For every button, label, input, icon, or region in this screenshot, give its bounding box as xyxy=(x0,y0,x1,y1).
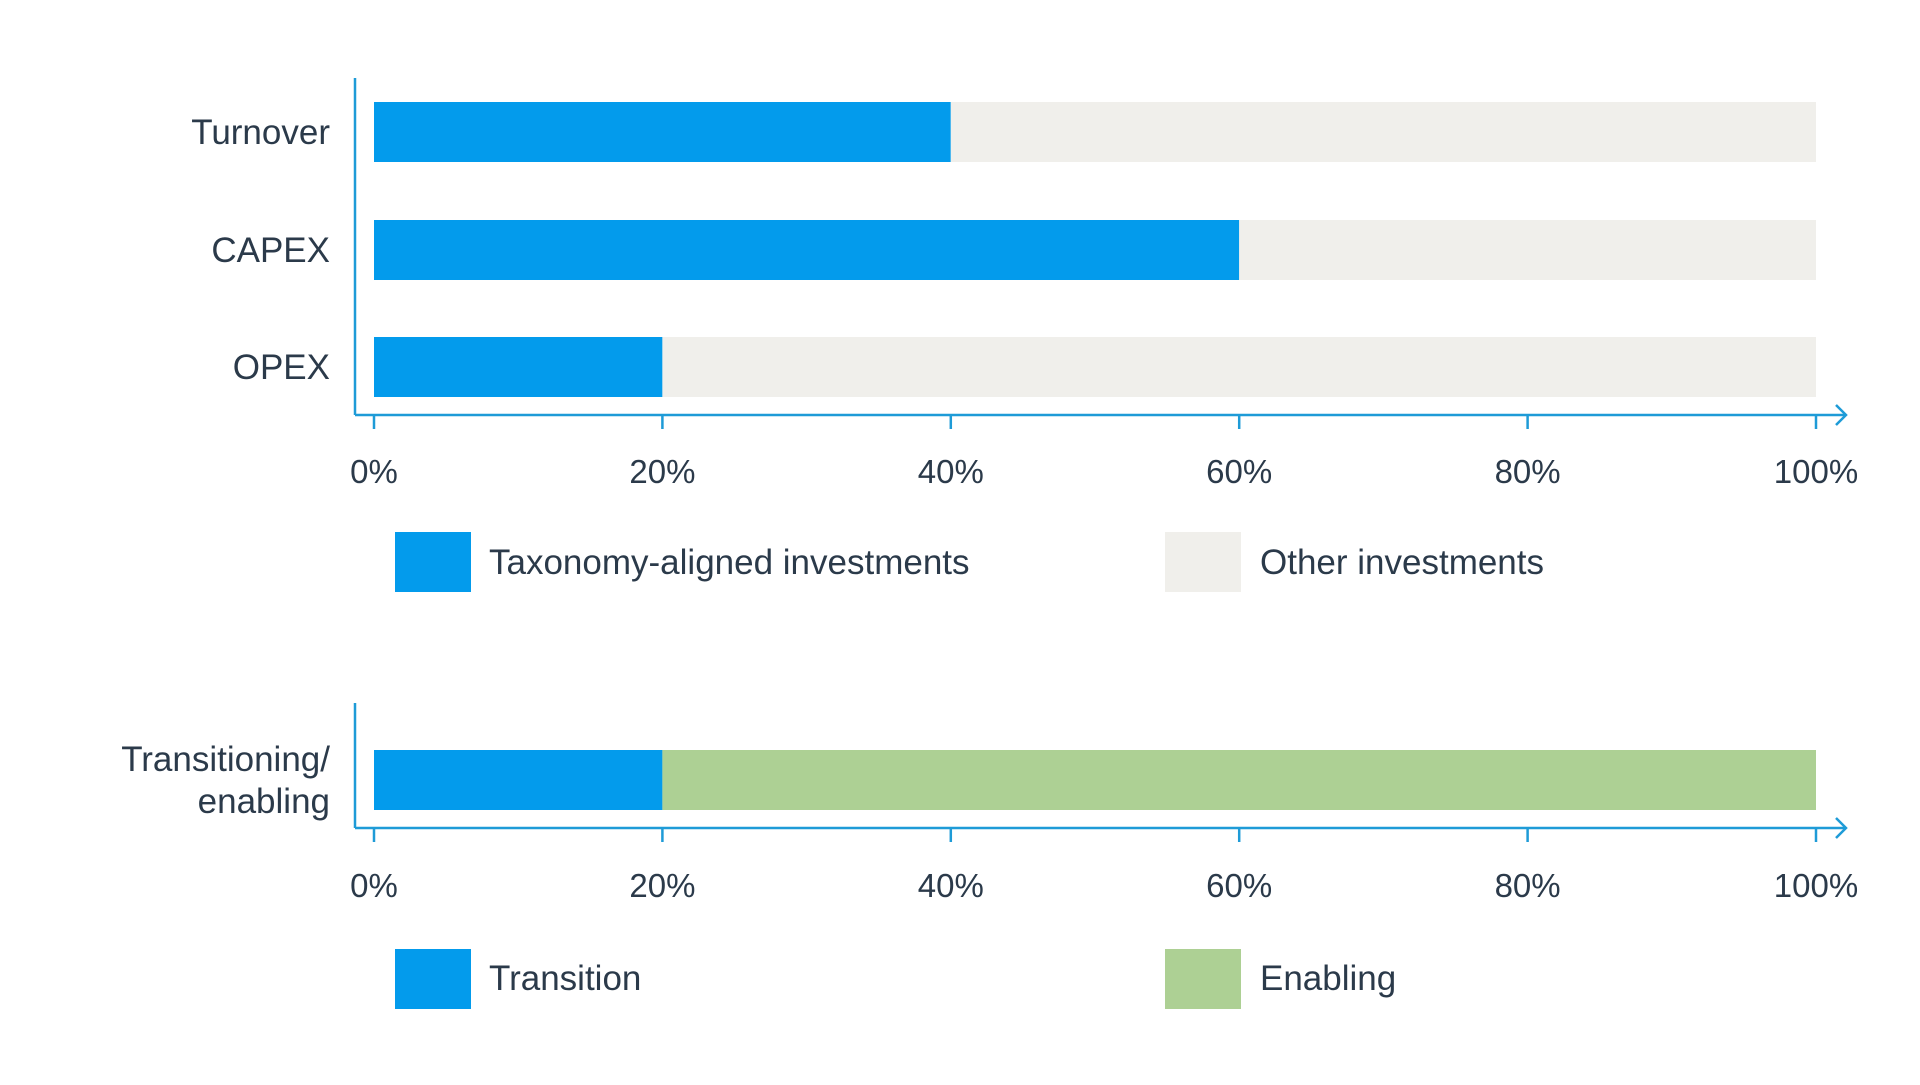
x-tick-label: 100% xyxy=(1774,453,1858,490)
legend-label: Enabling xyxy=(1260,959,1396,998)
x-tick-label: 60% xyxy=(1206,453,1272,490)
x-tick-label: 20% xyxy=(629,453,695,490)
category-label: Turnover xyxy=(191,113,330,152)
x-tick-label: 0% xyxy=(350,453,398,490)
x-axis-arrow xyxy=(1835,817,1848,839)
category-label: CAPEX xyxy=(211,231,330,270)
bar-turnover-series-1 xyxy=(374,102,951,162)
legend-swatch xyxy=(1165,949,1241,1009)
bar-turnover-series-2 xyxy=(950,102,1816,162)
legend-swatch xyxy=(1165,532,1241,592)
x-tick-label: 40% xyxy=(918,867,984,904)
legend-swatch xyxy=(395,949,471,1009)
x-tick-label: 80% xyxy=(1495,867,1561,904)
x-tick-label: 80% xyxy=(1495,453,1561,490)
legend-label: Taxonomy-aligned investments xyxy=(489,543,970,582)
x-tick-label: 0% xyxy=(350,867,398,904)
bar-capex-series-1 xyxy=(374,220,1240,280)
category-label: Transitioning/ xyxy=(121,740,330,779)
x-tick-label: 40% xyxy=(918,453,984,490)
category-label: enabling xyxy=(198,782,330,821)
x-tick-label: 20% xyxy=(629,867,695,904)
legend-label: Transition xyxy=(489,959,641,998)
bar-opex-series-1 xyxy=(374,337,663,397)
legend-label: Other investments xyxy=(1260,543,1544,582)
category-label: OPEX xyxy=(233,348,330,387)
legend-swatch xyxy=(395,532,471,592)
x-tick-label: 100% xyxy=(1774,867,1858,904)
x-tick-label: 60% xyxy=(1206,867,1272,904)
bar-opex-series-2 xyxy=(662,337,1816,397)
bar-transitioning-enabling-series-2 xyxy=(662,750,1816,810)
bar-capex-series-2 xyxy=(1239,220,1816,280)
x-axis-arrow xyxy=(1835,404,1848,426)
bar-transitioning-enabling-series-1 xyxy=(374,750,663,810)
